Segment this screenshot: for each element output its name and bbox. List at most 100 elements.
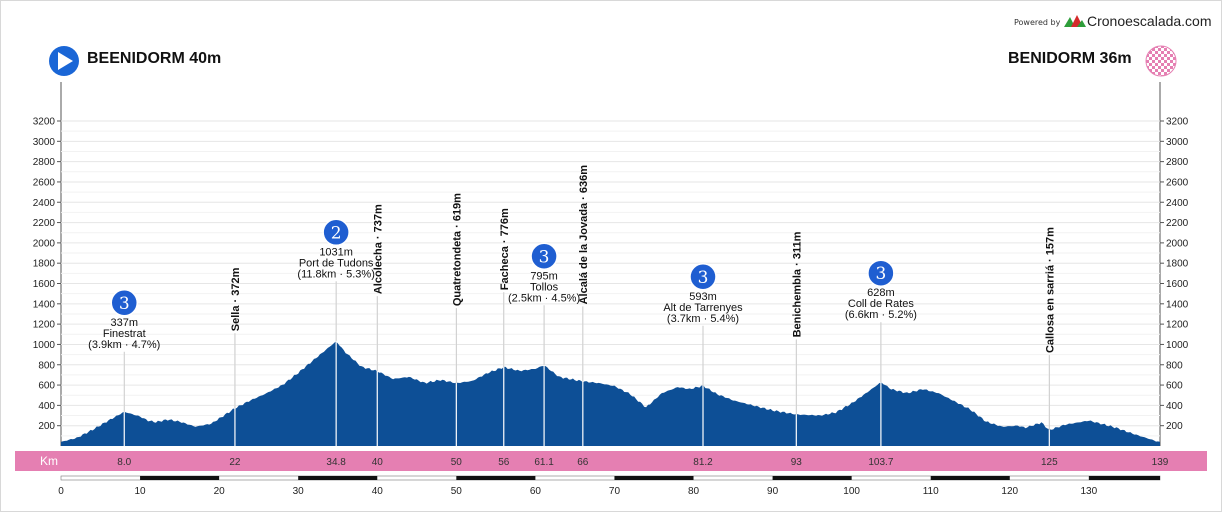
- climb-altitude-label: 593m: [689, 291, 717, 303]
- km-band-value: 66: [577, 457, 589, 468]
- km-band-value: 40: [372, 457, 384, 468]
- y-tick-label: 3200: [1166, 117, 1189, 128]
- y-tick-label: 200: [38, 421, 55, 432]
- category-badge[interactable]: 3: [110, 289, 139, 317]
- category-badge-number: 3: [119, 294, 130, 314]
- play-circle-icon: [49, 46, 79, 76]
- km-band-value: 61.1: [534, 457, 554, 468]
- scale-segment: [456, 476, 536, 480]
- scale-segment: [614, 476, 694, 480]
- km-band-value: 125: [1041, 457, 1058, 468]
- y-tick-label: 1600: [1166, 279, 1189, 290]
- scale-segment: [1088, 476, 1160, 480]
- km-band-values: 8.0 22 34.8 40 50 56 61.1 66 81.2 93 103.7 125 139: [117, 457, 1168, 468]
- y-tick-label: 2600: [1166, 177, 1189, 188]
- km-band-value: 103.7: [868, 457, 893, 468]
- y-tick-label: 200: [1166, 421, 1183, 432]
- y-tick-label: 600: [1166, 381, 1183, 392]
- category-badge-number: 3: [698, 268, 709, 288]
- x-tick-label: 110: [923, 486, 939, 497]
- y-tick-label: 1400: [1166, 299, 1189, 310]
- y-tick-label: 800: [1166, 360, 1183, 371]
- waypoint-label: Benichembla · 311m: [791, 231, 803, 337]
- waypoint-label: Sella · 372m: [230, 267, 242, 331]
- y-tick-label: 1000: [1166, 340, 1189, 351]
- y-tick-label: 2400: [33, 198, 56, 209]
- x-tick-label: 80: [688, 486, 700, 497]
- powered-by-text: Powered by: [1014, 18, 1061, 27]
- climb-detail-label: (3.7km · 5.4%): [667, 313, 739, 325]
- category-badge-number: 2: [331, 223, 342, 243]
- y-tick-label: 600: [38, 381, 55, 392]
- climb-altitude-label: 1031m: [319, 246, 353, 258]
- climb-detail-label: (2.5km · 4.5%): [508, 292, 580, 304]
- km-band-value: 50: [451, 457, 463, 468]
- x-tick-label: 90: [767, 486, 779, 497]
- y-tick-label: 1800: [33, 259, 56, 270]
- checkered-flag-icon: [1145, 45, 1177, 77]
- y-tick-label: 3000: [33, 137, 56, 148]
- y-tick-label: 1200: [1166, 320, 1189, 331]
- x-tick-label: 20: [214, 486, 226, 497]
- climb-altitude-label: 628m: [867, 287, 895, 299]
- x-tick-label: 100: [843, 486, 860, 497]
- category-badge[interactable]: 3: [530, 242, 558, 271]
- y-tick-label: 2800: [1166, 157, 1189, 168]
- y-tick-label: 1400: [33, 299, 56, 310]
- y-tick-label: 1800: [1166, 259, 1189, 270]
- category-badge[interactable]: 3: [689, 263, 717, 291]
- y-tick-label: 2200: [33, 218, 56, 229]
- category-badge[interactable]: 2: [322, 218, 350, 247]
- y-tick-label: 3200: [33, 117, 56, 128]
- climb-name-label: Alt de Tarrenyes: [663, 302, 743, 314]
- waypoint-label: Facheca · 776m: [499, 208, 511, 290]
- climb-name-label: Coll de Rates: [848, 298, 915, 310]
- y-tick-label: 2600: [33, 177, 56, 188]
- x-tick-label: 50: [451, 486, 463, 497]
- km-band-label: Km: [40, 454, 58, 468]
- start-location-title: BEENIDORM 40m: [87, 50, 222, 67]
- y-tick-label: 3000: [1166, 137, 1189, 148]
- scale-segment: [298, 476, 378, 480]
- y-tick-label: 1000: [33, 340, 56, 351]
- category-badge[interactable]: 3: [867, 259, 895, 287]
- scale-segment: [140, 476, 220, 480]
- y-tick-label: 2200: [1166, 218, 1189, 229]
- distance-scale: 0 10 20 30 40 50 60 70 80 90 100 110 120 130: [58, 476, 1160, 497]
- x-tick-label: 30: [293, 486, 305, 497]
- y-tick-label: 400: [1166, 401, 1183, 412]
- y-axis-left: 200 400 600 800 1000 1200 1400 1600 1800 2000 2200…: [33, 117, 61, 432]
- waypoint-label: Alcalá de la Jovada · 636m: [578, 165, 590, 305]
- climb-name-label: Tollos: [530, 281, 559, 293]
- km-band-value: 81.2: [693, 457, 713, 468]
- x-tick-label: 10: [135, 486, 147, 497]
- mountains-logo-icon: [1064, 15, 1086, 27]
- climb-name-label: Finestrat: [103, 328, 146, 340]
- x-tick-label: 40: [372, 486, 384, 497]
- finish-location-title: BENIDORM 36m: [1008, 50, 1132, 67]
- climb-altitude-label: 795m: [530, 270, 558, 282]
- y-tick-label: 2000: [1166, 238, 1189, 249]
- category-badge-number: 3: [875, 264, 886, 284]
- km-band-value: 139: [1152, 457, 1169, 468]
- climb-detail-label: (11.8km · 5.3%): [297, 268, 374, 280]
- y-tick-label: 1600: [33, 279, 56, 290]
- x-tick-label: 120: [1001, 486, 1018, 497]
- climb-name-label: Port de Tudons: [299, 257, 374, 269]
- category-badge-number: 3: [539, 247, 550, 267]
- x-tick-label: 70: [609, 486, 621, 497]
- y-tick-label: 1200: [33, 320, 56, 331]
- x-tick-label: 60: [530, 486, 542, 497]
- brand-link[interactable]: Cronoescalada.com: [1087, 13, 1212, 29]
- y-tick-label: 2400: [1166, 198, 1189, 209]
- y-tick-label: 400: [38, 401, 55, 412]
- x-tick-label: 0: [58, 486, 64, 497]
- elevation-area: [61, 341, 1160, 446]
- scale-segment: [772, 476, 852, 480]
- climb-detail-label: (6.6km · 5.2%): [845, 309, 917, 321]
- climb-altitude-label: 337m: [110, 317, 138, 329]
- scale-segment: [930, 476, 1010, 480]
- y-tick-label: 2800: [33, 157, 56, 168]
- y-axis-right: 200 400 600 800 1000 1200 1400 1600 1800 2000 2200…: [1160, 117, 1189, 432]
